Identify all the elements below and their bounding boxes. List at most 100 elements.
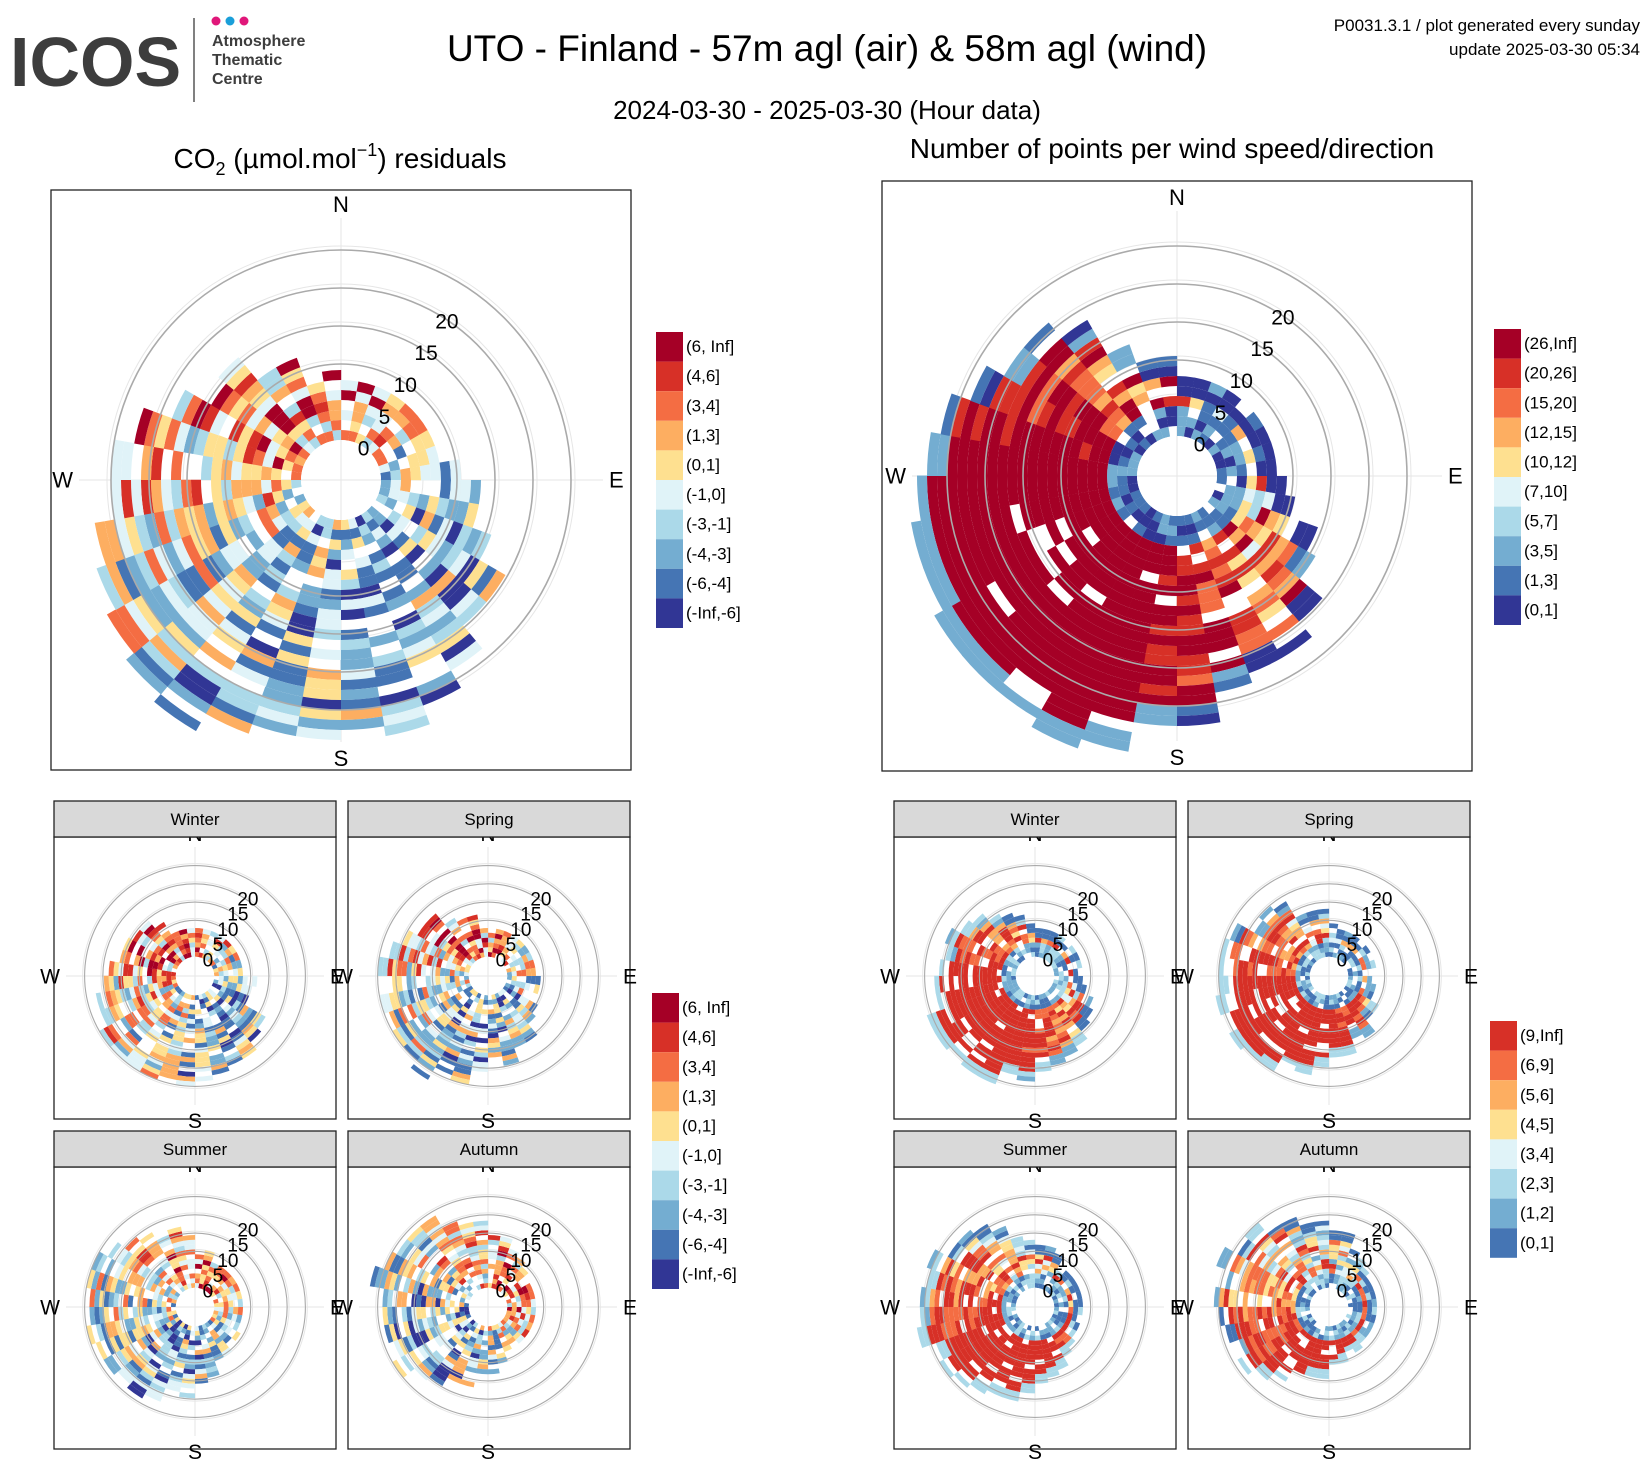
heatmap-cell <box>473 1264 482 1271</box>
heatmap-cell <box>506 1319 513 1326</box>
heatmap-cell <box>1044 990 1051 997</box>
heatmap-cell <box>1349 1292 1357 1299</box>
heatmap-cell <box>194 1075 214 1082</box>
heatmap-cell <box>1248 947 1257 963</box>
heatmap-cell <box>432 1019 445 1032</box>
heatmap-cell <box>1308 1291 1315 1298</box>
heatmap-cell <box>997 995 1006 1004</box>
heatmap-cell <box>409 466 422 481</box>
heatmap-cell <box>999 505 1018 538</box>
heatmap-cell <box>1357 970 1363 977</box>
heatmap-cell <box>306 564 326 579</box>
heatmap-cell <box>186 1283 192 1289</box>
heatmap-cell <box>970 510 990 548</box>
heatmap-cell <box>469 957 476 964</box>
heatmap-cell <box>263 519 280 538</box>
heatmap-cell <box>946 475 961 516</box>
heatmap-cell <box>960 1347 973 1363</box>
heatmap-cell <box>1335 992 1341 999</box>
heatmap-cell <box>510 966 517 972</box>
heatmap-cell <box>179 990 186 997</box>
heatmap-cell <box>1279 949 1288 960</box>
heatmap-cell <box>1312 928 1322 936</box>
heatmap-cell <box>476 942 484 949</box>
heatmap-cell <box>1005 990 1013 998</box>
heatmap-cell <box>171 976 177 981</box>
heatmap-cell <box>230 661 270 687</box>
heatmap-cell <box>392 411 411 429</box>
heatmap-cell <box>1190 429 1203 442</box>
heatmap-cell <box>1082 1007 1094 1020</box>
heatmap-cell <box>1356 1312 1363 1319</box>
heatmap-cell <box>445 1292 452 1301</box>
heatmap-cell <box>254 415 273 435</box>
heatmap-cell <box>1064 535 1086 560</box>
heatmap-cell <box>104 519 125 563</box>
heatmap-cell <box>994 1337 1005 1348</box>
heatmap-cell <box>1054 572 1081 599</box>
heatmap-cell <box>190 479 204 506</box>
heatmap-cell <box>237 424 255 446</box>
heatmap-cell <box>407 1040 424 1057</box>
heatmap-cell <box>1031 718 1082 749</box>
heatmap-cell <box>1163 544 1177 557</box>
heatmap-cell <box>482 942 489 948</box>
heatmap-cell <box>1006 475 1020 506</box>
heatmap-cell <box>1295 951 1304 960</box>
heatmap-cell <box>223 970 229 977</box>
heatmap-cell <box>170 479 184 510</box>
heatmap-cell <box>931 1011 944 1032</box>
heatmap-cell <box>1329 937 1336 943</box>
heatmap-cell <box>976 1263 988 1276</box>
heatmap-cell <box>169 994 177 1002</box>
heatmap-cell <box>1006 1306 1012 1312</box>
heatmap-cell <box>271 428 288 445</box>
heatmap-cell <box>161 1343 171 1353</box>
heatmap-cell <box>1329 952 1334 958</box>
heatmap-cell <box>474 1338 483 1345</box>
heatmap-cell <box>1009 1325 1017 1333</box>
heatmap-cell <box>1054 1356 1067 1366</box>
heatmap-cell <box>1252 1333 1263 1348</box>
legend-swatch <box>652 1170 679 1201</box>
heatmap-cell <box>1292 1365 1306 1375</box>
heatmap-cell <box>152 1292 159 1301</box>
heatmap-cell <box>502 1329 510 1337</box>
heatmap-cell <box>1283 1330 1293 1341</box>
heatmap-cell <box>1020 1327 1027 1335</box>
heatmap-cell <box>294 493 307 505</box>
heatmap-cell <box>462 1325 470 1333</box>
facet-strip-label: Autumn <box>460 1140 519 1159</box>
heatmap-cell <box>211 964 218 970</box>
heatmap-cell <box>1334 1338 1343 1345</box>
heatmap-cell <box>1351 1311 1358 1317</box>
heatmap-cell <box>1001 992 1010 1001</box>
heatmap-cell <box>1261 1053 1279 1068</box>
heatmap-cell <box>1242 448 1256 464</box>
heatmap-cell <box>458 1277 467 1286</box>
heatmap-cell <box>170 450 184 480</box>
heatmap-cell <box>368 630 400 648</box>
heatmap-cell <box>1149 541 1165 555</box>
heatmap-cell <box>1035 1283 1040 1289</box>
heatmap-cell <box>1104 663 1143 683</box>
heatmap-cell <box>416 963 422 976</box>
heatmap-cell <box>991 917 1004 929</box>
heatmap-cell <box>392 531 410 550</box>
heatmap-cell <box>942 605 978 650</box>
heatmap-cell <box>417 1014 430 1029</box>
heatmap-cell <box>1177 426 1186 437</box>
heatmap-cell <box>1305 1298 1311 1304</box>
heatmap-cell <box>396 1239 411 1257</box>
heatmap-cell <box>1024 1244 1036 1251</box>
heatmap-cell <box>1078 491 1093 511</box>
heatmap-cell <box>115 604 150 648</box>
heatmap-cell <box>1112 353 1137 373</box>
heatmap-cell <box>204 1321 211 1328</box>
heatmap-cell <box>142 1297 148 1307</box>
heatmap-cell <box>1013 1277 1021 1285</box>
heatmap-cell <box>280 509 295 525</box>
heatmap-cell <box>1006 446 1020 476</box>
heatmap-cell <box>1267 985 1275 998</box>
heatmap-cell <box>419 679 461 706</box>
